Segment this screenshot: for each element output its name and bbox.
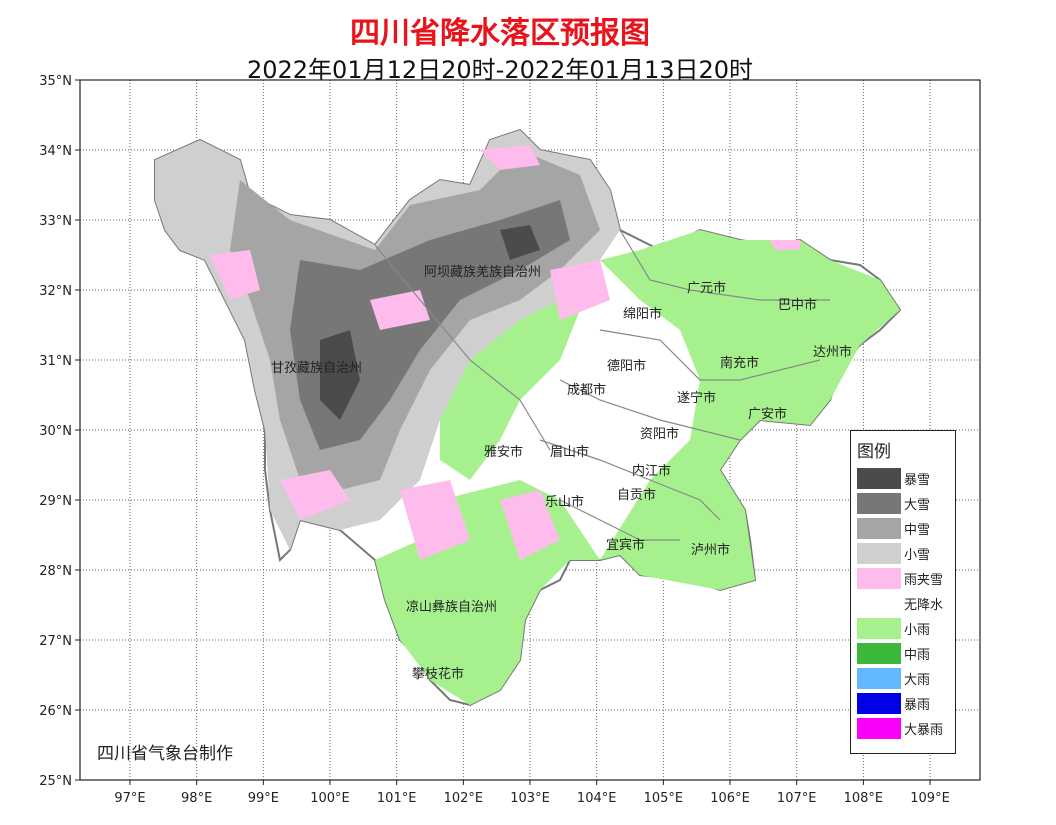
legend-label: 无降水 bbox=[904, 598, 944, 613]
map-title: 四川省降水落区预报图 bbox=[350, 16, 650, 51]
city-label: 达州市 bbox=[813, 345, 853, 360]
legend-swatch bbox=[857, 618, 901, 639]
city-label: 资阳市 bbox=[640, 427, 680, 442]
lon-tick-label: 106°E bbox=[710, 791, 750, 806]
lon-tick-label: 100°E bbox=[310, 791, 350, 806]
lat-tick-label: 30°N bbox=[39, 424, 72, 439]
city-label: 宜宾市 bbox=[606, 538, 646, 553]
heavy-snow-area bbox=[290, 200, 570, 450]
city-label: 阿坝藏族羌族自治州 bbox=[424, 265, 542, 280]
city-label: 遂宁市 bbox=[677, 391, 717, 406]
forecast-period: 2022年01月12日20时-2022年01月13日20时 bbox=[246, 56, 754, 84]
lat-tick-label: 26°N bbox=[39, 704, 72, 719]
city-label: 绵阳市 bbox=[623, 307, 663, 322]
producer-credit: 四川省气象台制作 bbox=[97, 744, 233, 764]
city-label: 成都市 bbox=[567, 383, 607, 398]
sleet-patch bbox=[370, 290, 430, 330]
lat-tick-label: 25°N bbox=[39, 774, 72, 789]
city-label: 德阳市 bbox=[607, 359, 647, 374]
lat-tick-label: 34°N bbox=[39, 144, 72, 159]
legend-title: 图例 bbox=[857, 442, 891, 462]
lat-tick-label: 29°N bbox=[39, 494, 72, 509]
legend-item: 中雪 bbox=[857, 516, 955, 541]
legend-item: 小雨 bbox=[857, 616, 955, 641]
legend: 图例 暴雪大雪中雪小雪雨夹雪无降水小雨中雨大雨暴雨大暴雨 bbox=[850, 430, 956, 754]
legend-label: 小雨 bbox=[904, 623, 931, 638]
sleet-patch bbox=[210, 250, 260, 300]
legend-label: 中雨 bbox=[904, 648, 931, 663]
legend-item: 大雨 bbox=[857, 666, 955, 691]
lon-tick-label: 97°E bbox=[114, 791, 145, 806]
legend-label: 大雨 bbox=[904, 673, 931, 688]
legend-swatch bbox=[857, 468, 901, 489]
city-label: 乐山市 bbox=[545, 495, 585, 510]
legend-swatch bbox=[857, 568, 901, 589]
lat-tick-label: 28°N bbox=[39, 564, 72, 579]
city-label: 南充市 bbox=[720, 356, 760, 371]
lat-tick-label: 31°N bbox=[39, 354, 72, 369]
legend-swatch bbox=[857, 543, 901, 564]
lon-tick-label: 101°E bbox=[377, 791, 417, 806]
legend-item: 中雨 bbox=[857, 641, 955, 666]
legend-swatch bbox=[857, 493, 901, 514]
light-rain-east bbox=[600, 230, 900, 590]
legend-item: 暴雨 bbox=[857, 691, 955, 716]
sleet-patch bbox=[400, 480, 470, 560]
blizzard-patch bbox=[500, 225, 540, 260]
lon-tick-label: 109°E bbox=[910, 791, 950, 806]
lat-tick-label: 35°N bbox=[39, 74, 72, 89]
legend-item: 大雪 bbox=[857, 491, 955, 516]
city-label: 泸州市 bbox=[691, 543, 731, 558]
legend-label: 大雪 bbox=[904, 498, 931, 513]
legend-label: 中雪 bbox=[904, 523, 931, 538]
legend-item: 雨夹雪 bbox=[857, 566, 955, 591]
legend-label: 暴雨 bbox=[904, 698, 931, 713]
lat-tick-label: 27°N bbox=[39, 634, 72, 649]
sleet-patch bbox=[280, 470, 350, 520]
city-label: 攀枝花市 bbox=[412, 667, 465, 682]
legend-swatch bbox=[857, 643, 901, 664]
lon-tick-label: 107°E bbox=[777, 791, 817, 806]
axis-ticks: 97°E 98°E 99°E 100°E 101°E 102°E 103°E 104°E 105… bbox=[39, 74, 950, 806]
blizzard-patch bbox=[320, 330, 360, 420]
sleet-patch bbox=[770, 240, 800, 250]
city-label: 自贡市 bbox=[617, 488, 657, 503]
lon-tick-label: 105°E bbox=[644, 791, 684, 806]
sleet-patch bbox=[550, 260, 610, 320]
legend-swatch bbox=[857, 668, 901, 689]
lon-tick-label: 99°E bbox=[248, 791, 279, 806]
city-label: 内江市 bbox=[632, 464, 672, 479]
legend-label: 暴雪 bbox=[904, 473, 931, 488]
city-label: 甘孜藏族自治州 bbox=[271, 361, 363, 376]
sleet-patch bbox=[500, 490, 560, 560]
lat-tick-label: 33°N bbox=[39, 214, 72, 229]
lon-tick-label: 102°E bbox=[444, 791, 484, 806]
legend-item: 小雪 bbox=[857, 541, 955, 566]
lon-tick-label: 98°E bbox=[181, 791, 212, 806]
lon-tick-label: 108°E bbox=[844, 791, 884, 806]
legend-item: 大暴雨 bbox=[857, 716, 955, 741]
legend-label: 小雪 bbox=[904, 548, 931, 563]
city-label: 眉山市 bbox=[550, 445, 590, 460]
lon-tick-label: 104°E bbox=[577, 791, 617, 806]
legend-swatch bbox=[857, 593, 901, 614]
city-boundaries bbox=[374, 229, 830, 541]
sleet-patch bbox=[480, 145, 540, 170]
legend-swatch bbox=[857, 518, 901, 539]
city-label: 凉山彝族自治州 bbox=[406, 600, 498, 615]
lat-tick-label: 32°N bbox=[39, 284, 72, 299]
legend-item: 暴雪 bbox=[857, 466, 955, 491]
legend-swatch bbox=[857, 718, 901, 739]
legend-label: 大暴雨 bbox=[904, 723, 944, 738]
legend-item: 无降水 bbox=[857, 591, 955, 616]
lon-tick-label: 103°E bbox=[510, 791, 550, 806]
legend-label: 雨夹雪 bbox=[904, 573, 944, 588]
city-label: 广元市 bbox=[687, 281, 727, 296]
city-label: 雅安市 bbox=[484, 445, 524, 460]
city-label: 广安市 bbox=[748, 407, 788, 422]
city-label: 巴中市 bbox=[778, 298, 818, 313]
legend-swatch bbox=[857, 693, 901, 714]
